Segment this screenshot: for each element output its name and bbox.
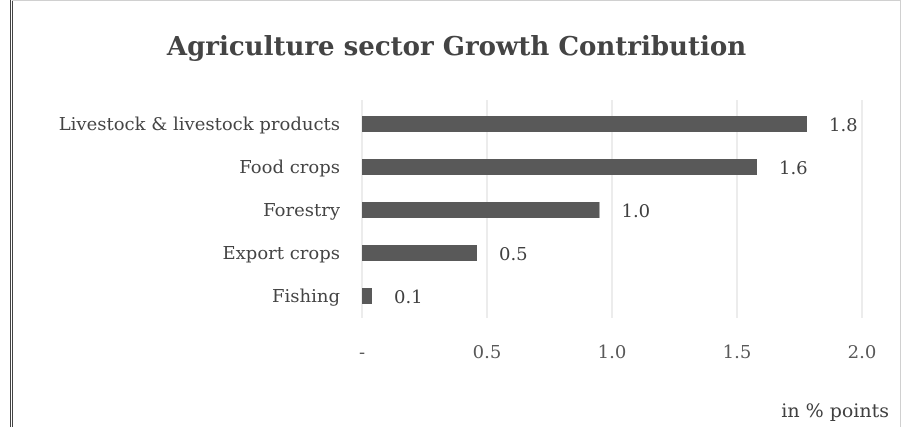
x-tick-label: - bbox=[359, 342, 365, 363]
data-label: 1.6 bbox=[779, 158, 808, 179]
bar bbox=[362, 245, 477, 261]
unit-note: in % points bbox=[781, 400, 889, 422]
bar bbox=[362, 288, 372, 304]
category-label: Food crops bbox=[239, 157, 340, 178]
left-border bbox=[10, 0, 13, 427]
data-label: 1.0 bbox=[622, 201, 651, 222]
bar bbox=[362, 202, 600, 218]
data-label: 0.5 bbox=[499, 244, 528, 265]
x-tick-label: 0.5 bbox=[473, 342, 502, 363]
top-border bbox=[12, 0, 901, 1]
x-tick-label: 1.0 bbox=[598, 342, 627, 363]
bar bbox=[362, 116, 807, 132]
x-tick-label: 1.5 bbox=[723, 342, 752, 363]
bar bbox=[362, 159, 757, 175]
data-label: 1.8 bbox=[829, 115, 858, 136]
data-label: 0.1 bbox=[394, 287, 423, 308]
category-label: Livestock & livestock products bbox=[59, 114, 340, 135]
chart-title: Agriculture sector Growth Contribution bbox=[166, 32, 747, 62]
category-label: Fishing bbox=[272, 286, 340, 307]
category-label: Forestry bbox=[263, 200, 341, 221]
x-tick-label: 2.0 bbox=[848, 342, 877, 363]
category-label: Export crops bbox=[223, 243, 341, 264]
